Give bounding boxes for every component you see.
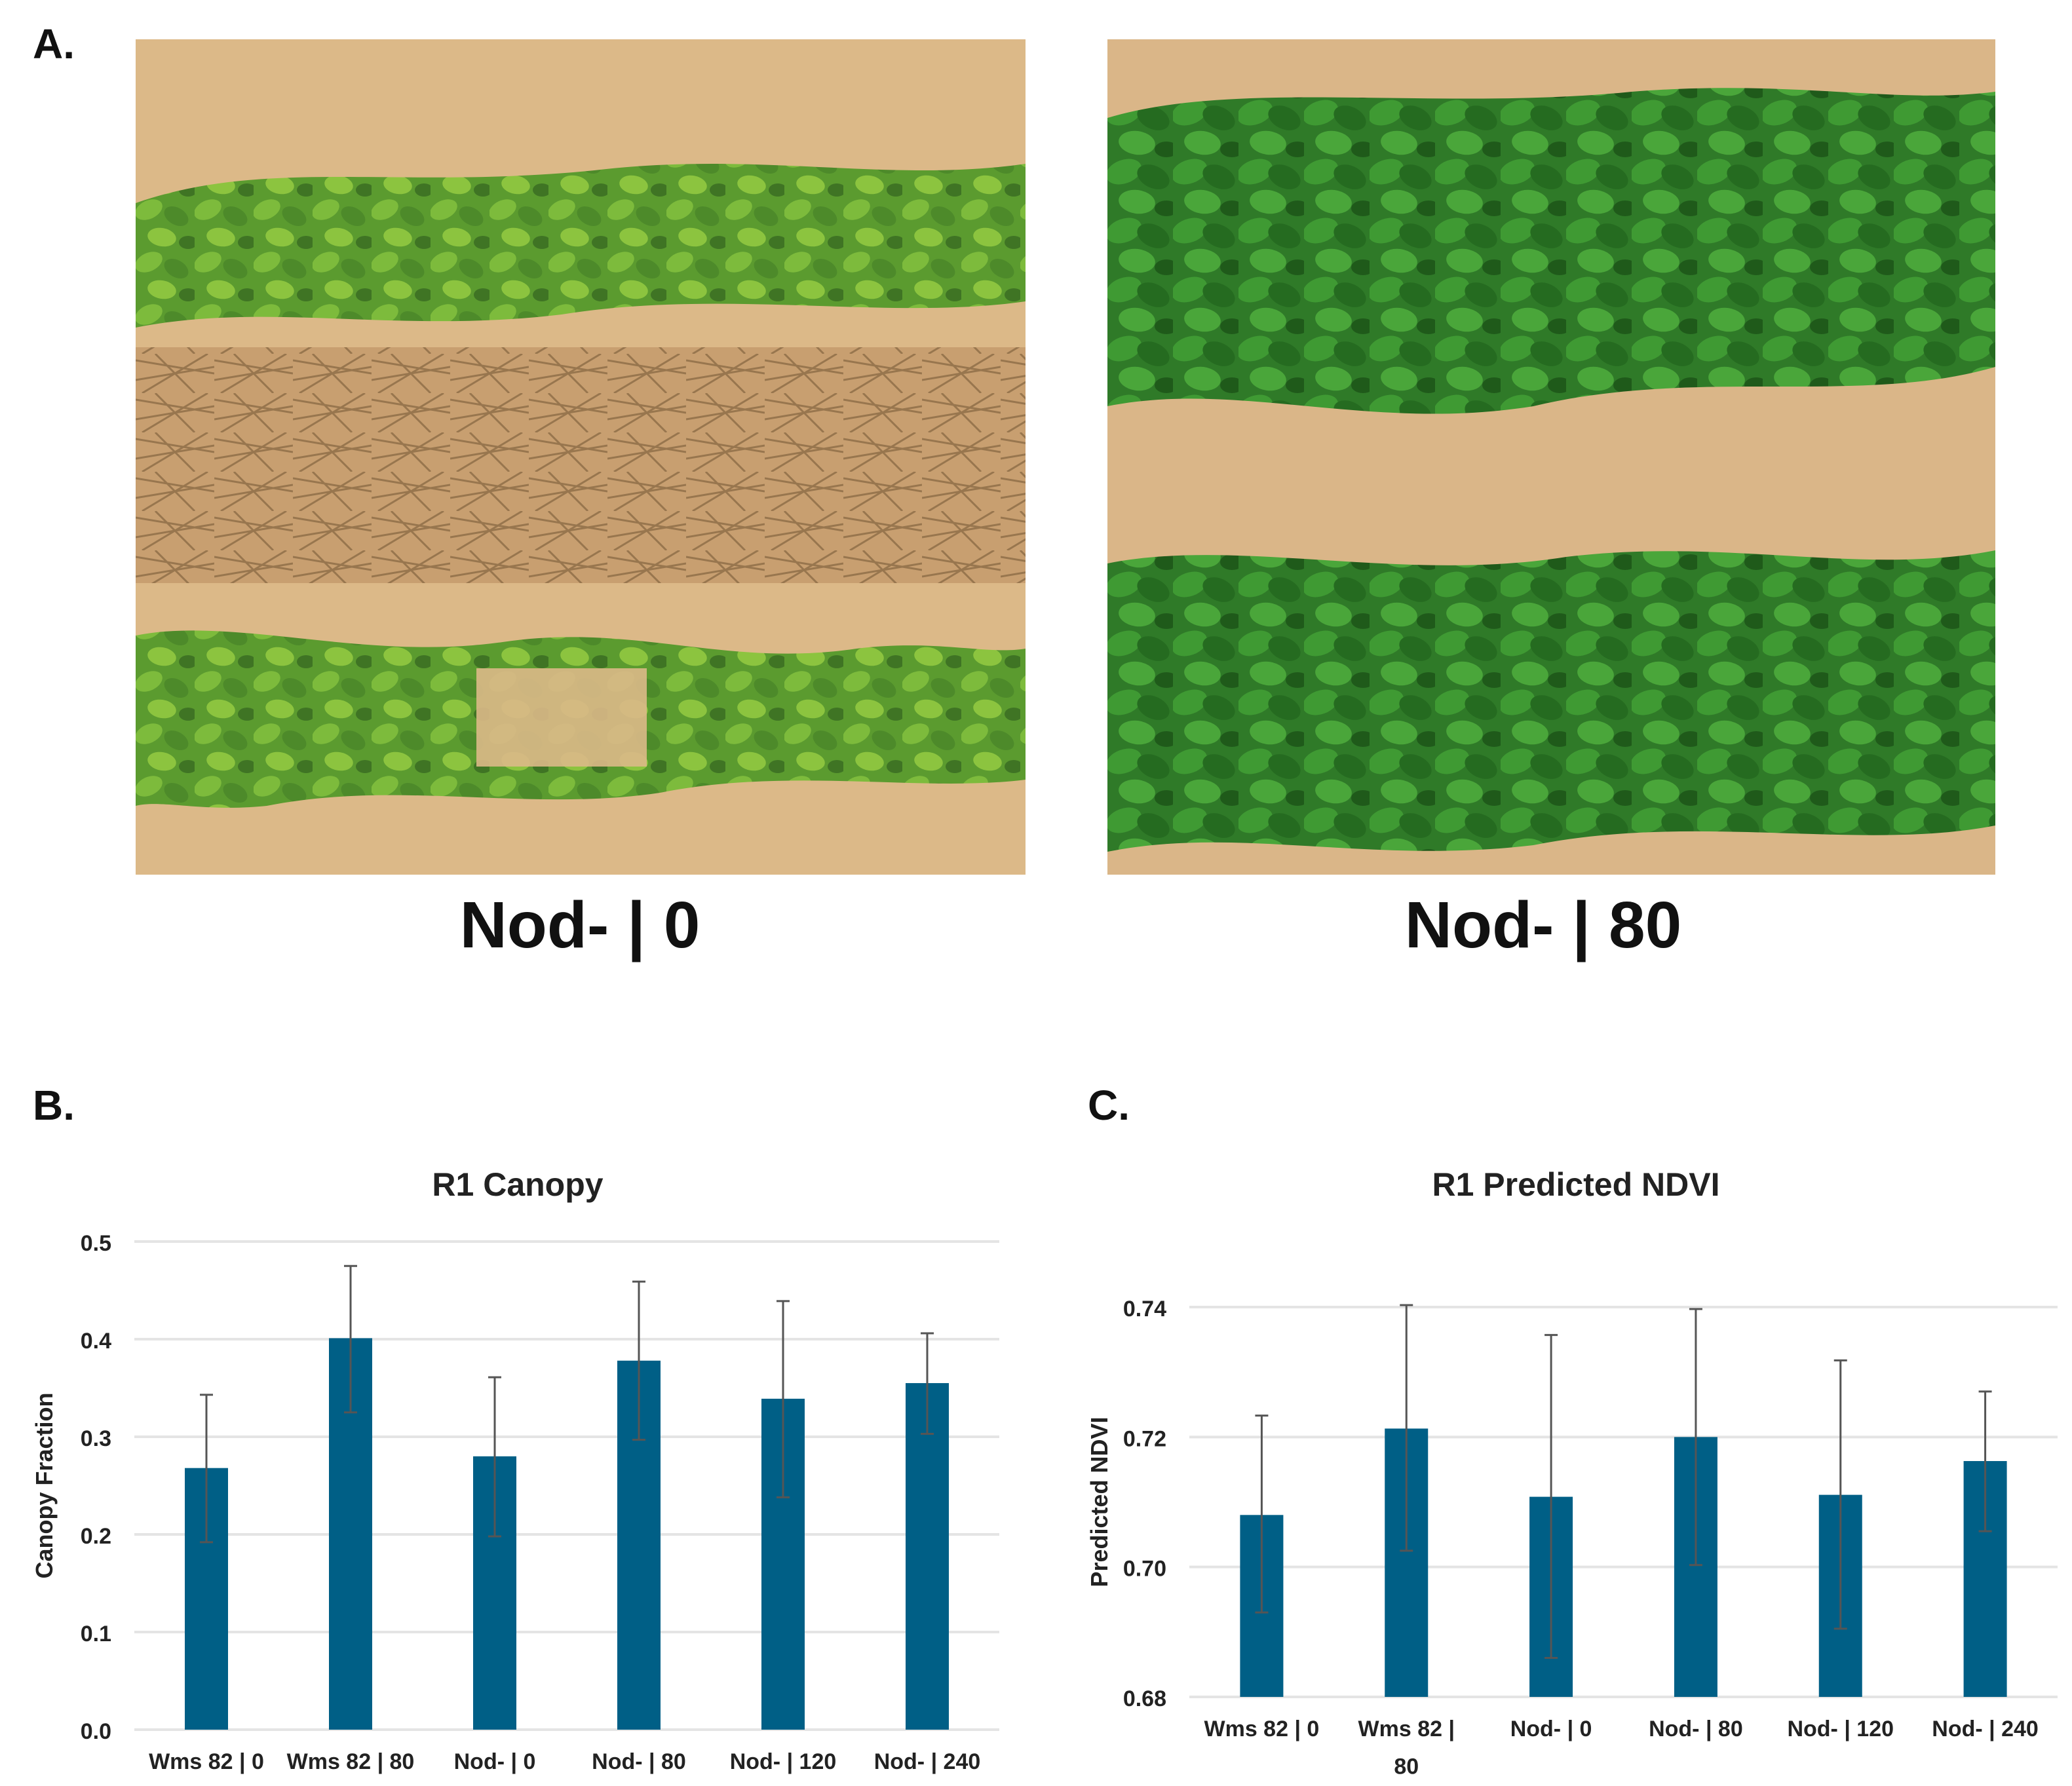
y-tick-label: 0.3 [81,1426,111,1451]
chart-title: R1 Predicted NDVI [1432,1166,1719,1203]
y-tick-label: 0.72 [1123,1426,1166,1451]
x-tick-label: Nod- | 80 [592,1749,686,1774]
y-tick-label: 0.74 [1123,1297,1166,1321]
y-axis-label: Predicted NDVI [1086,1416,1113,1587]
y-tick-label: 0.0 [81,1719,111,1744]
y-tick-label: 0.70 [1123,1557,1166,1582]
x-tick-label: Nod- | 240 [1932,1717,2039,1741]
x-tick-label: Nod- | 80 [1649,1717,1743,1741]
x-tick-label: Nod- | 120 [730,1749,837,1774]
panel-b-label: B. [33,1082,75,1129]
panel-c-label: C. [1088,1082,1130,1129]
x-tick-label: Nod- | 240 [874,1749,981,1774]
bar [906,1383,949,1730]
y-tick-label: 0.68 [1123,1686,1166,1711]
y-tick-label: 0.5 [81,1231,111,1256]
x-tick-label: Nod- | 120 [1787,1717,1894,1741]
y-tick-label: 0.4 [81,1329,111,1354]
chart-title: R1 Canopy [432,1166,603,1203]
photo-caption-nod-0: Nod- | 0 [459,888,700,962]
x-tick-label: Wms 82 | 0 [149,1749,264,1774]
x-tick-label: Wms 82 | 0 [1204,1717,1320,1741]
y-tick-label: 0.2 [81,1524,111,1549]
soybean-plot-photo-nod-0 [136,39,1026,875]
x-tick-label: Wms 82 | 80 [1358,1717,1455,1779]
x-tick-label: Nod- | 0 [454,1749,536,1774]
chart-canopy: R1 Canopy 0.0 0.1 0.2 0.3 0.4 0.5 Canopy Fracti… [31,1166,999,1774]
photo-caption-nod-80: Nod- | 80 [1404,888,1682,962]
y-tick-label: 0.1 [81,1622,111,1646]
x-tick-label: Nod- | 0 [1510,1717,1592,1741]
soybean-plot-photo-nod-80 [1107,39,1995,875]
x-tick-label: Wms 82 | 80 [287,1749,415,1774]
y-axis-label: Canopy Fraction [31,1392,58,1578]
panel-a-label: A. [33,20,75,67]
chart-ndvi: R1 Predicted NDVI 0.68 0.70 0.72 0.74 Predict… [1086,1166,2058,1779]
